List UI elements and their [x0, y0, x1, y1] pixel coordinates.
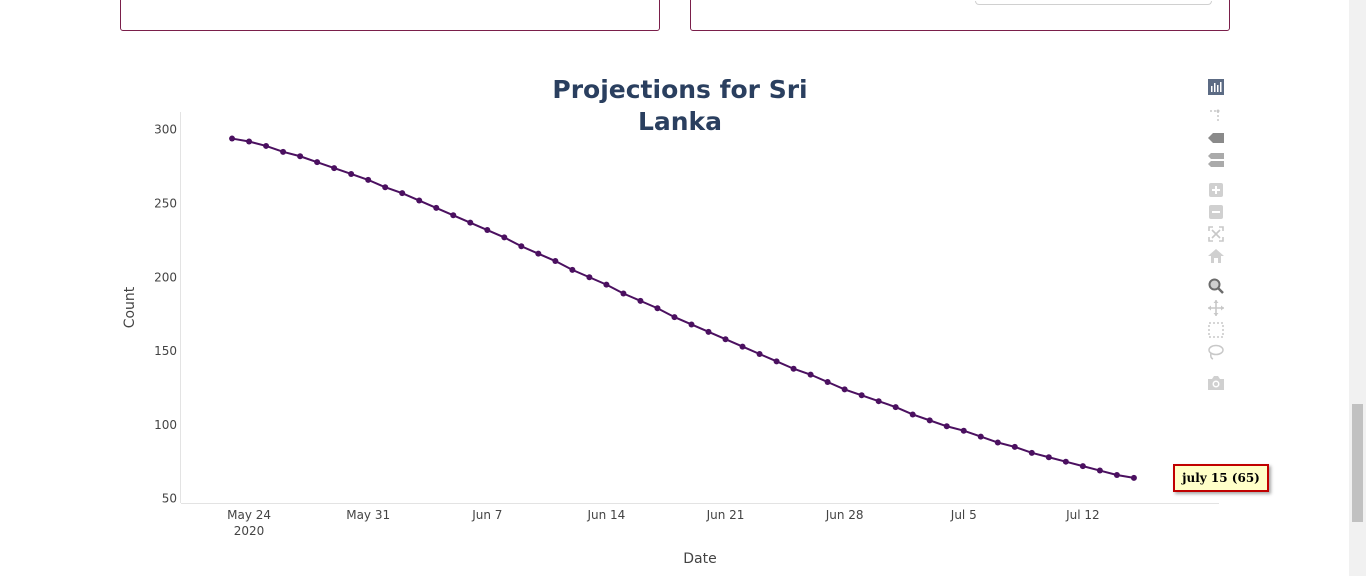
data-point[interactable]: [382, 184, 389, 191]
data-point[interactable]: [756, 350, 763, 357]
data-point[interactable]: [518, 243, 525, 250]
data-point[interactable]: [297, 153, 304, 160]
data-point[interactable]: [688, 321, 695, 328]
data-point[interactable]: [739, 343, 746, 350]
page-scrollbar[interactable]: [1349, 0, 1366, 576]
spike-lines-icon[interactable]: [1205, 107, 1227, 125]
data-point[interactable]: [1079, 463, 1086, 470]
data-point[interactable]: [280, 148, 287, 155]
data-point[interactable]: [909, 411, 916, 418]
data-point[interactable]: [1045, 454, 1052, 461]
y-axis-title: Count: [122, 286, 138, 328]
zoom-icon[interactable]: [1205, 277, 1227, 295]
hover-closest-icon[interactable]: [1205, 129, 1227, 147]
x-tick-label: Jul 5: [950, 508, 977, 522]
box-select-icon[interactable]: [1205, 321, 1227, 339]
data-point[interactable]: [1028, 449, 1035, 456]
zoom-in-icon[interactable]: [1205, 181, 1227, 199]
data-point[interactable]: [1113, 471, 1120, 478]
data-point[interactable]: [892, 404, 899, 411]
data-point[interactable]: [450, 212, 457, 219]
data-point[interactable]: [246, 138, 253, 145]
data-point[interactable]: [603, 281, 610, 288]
data-point[interactable]: [365, 176, 372, 183]
data-point[interactable]: [858, 392, 865, 399]
data-point[interactable]: [943, 423, 950, 430]
data-point[interactable]: [263, 142, 270, 149]
data-point[interactable]: [790, 365, 797, 372]
x-tick-label: Jun 28: [825, 508, 864, 522]
data-point[interactable]: [773, 358, 780, 365]
chart-title: Projections for Sri Lanka: [552, 75, 808, 136]
data-point[interactable]: [535, 250, 542, 257]
data-point[interactable]: [637, 297, 644, 304]
bar-chart-icon[interactable]: [1205, 78, 1227, 96]
x-axis-title: Date: [683, 551, 716, 567]
data-point[interactable]: [705, 328, 712, 335]
x-tick-label: Jun 7: [471, 508, 502, 522]
x-tick-label: Jun 21: [706, 508, 745, 522]
y-tick-label: 50: [162, 492, 177, 506]
y-tick-label: 200: [154, 270, 177, 284]
x-tick-label: Jul 12: [1065, 508, 1100, 522]
data-point[interactable]: [229, 135, 236, 142]
data-point[interactable]: [1130, 474, 1137, 481]
data-point[interactable]: [824, 379, 831, 386]
data-point[interactable]: [348, 170, 355, 177]
data-point[interactable]: [841, 386, 848, 393]
data-point[interactable]: [620, 290, 627, 297]
data-point[interactable]: [399, 190, 406, 197]
data-point[interactable]: [994, 439, 1001, 446]
data-point[interactable]: [926, 417, 933, 424]
data-point[interactable]: [671, 314, 678, 321]
top-card-left: [120, 0, 660, 31]
data-point[interactable]: [467, 219, 474, 226]
data-point[interactable]: [977, 433, 984, 440]
hover-compare-icon[interactable]: [1205, 151, 1227, 169]
autoscale-icon[interactable]: [1205, 225, 1227, 243]
data-point[interactable]: [875, 398, 882, 405]
y-tick-label: 100: [154, 418, 177, 432]
series-line: [231, 137, 1135, 479]
data-point[interactable]: [1062, 458, 1069, 465]
data-point[interactable]: [314, 159, 321, 166]
data-point[interactable]: [1096, 467, 1103, 474]
lasso-select-icon[interactable]: [1205, 343, 1227, 361]
x-tick-label: Jun 14: [586, 508, 625, 522]
data-point[interactable]: [501, 234, 508, 241]
data-point[interactable]: [807, 371, 814, 378]
data-point[interactable]: [586, 274, 593, 281]
data-point[interactable]: [960, 427, 967, 434]
camera-icon[interactable]: [1205, 374, 1227, 392]
data-point[interactable]: [433, 204, 440, 211]
data-point[interactable]: [552, 258, 559, 265]
x-tick-label: May 31: [346, 508, 390, 522]
data-point[interactable]: [331, 165, 338, 172]
y-tick-label: 250: [154, 196, 177, 210]
y-tick-label: 150: [154, 344, 177, 358]
data-point[interactable]: [416, 197, 423, 204]
zoom-out-icon[interactable]: [1205, 203, 1227, 221]
data-point[interactable]: [484, 227, 491, 234]
x-tick-sublabel: 2020: [234, 524, 265, 538]
y-tick-label: 300: [154, 123, 177, 137]
pan-icon[interactable]: [1205, 299, 1227, 317]
data-point[interactable]: [654, 305, 661, 312]
hover-tooltip: july 15 (65): [1173, 464, 1269, 492]
x-tick-label: May 24: [227, 508, 271, 522]
data-point[interactable]: [722, 336, 729, 343]
data-point[interactable]: [1011, 443, 1018, 450]
data-point[interactable]: [569, 266, 576, 273]
top-card-right: [690, 0, 1230, 31]
reset-axes-icon[interactable]: [1205, 247, 1227, 265]
scrollbar-thumb[interactable]: [1352, 404, 1363, 522]
